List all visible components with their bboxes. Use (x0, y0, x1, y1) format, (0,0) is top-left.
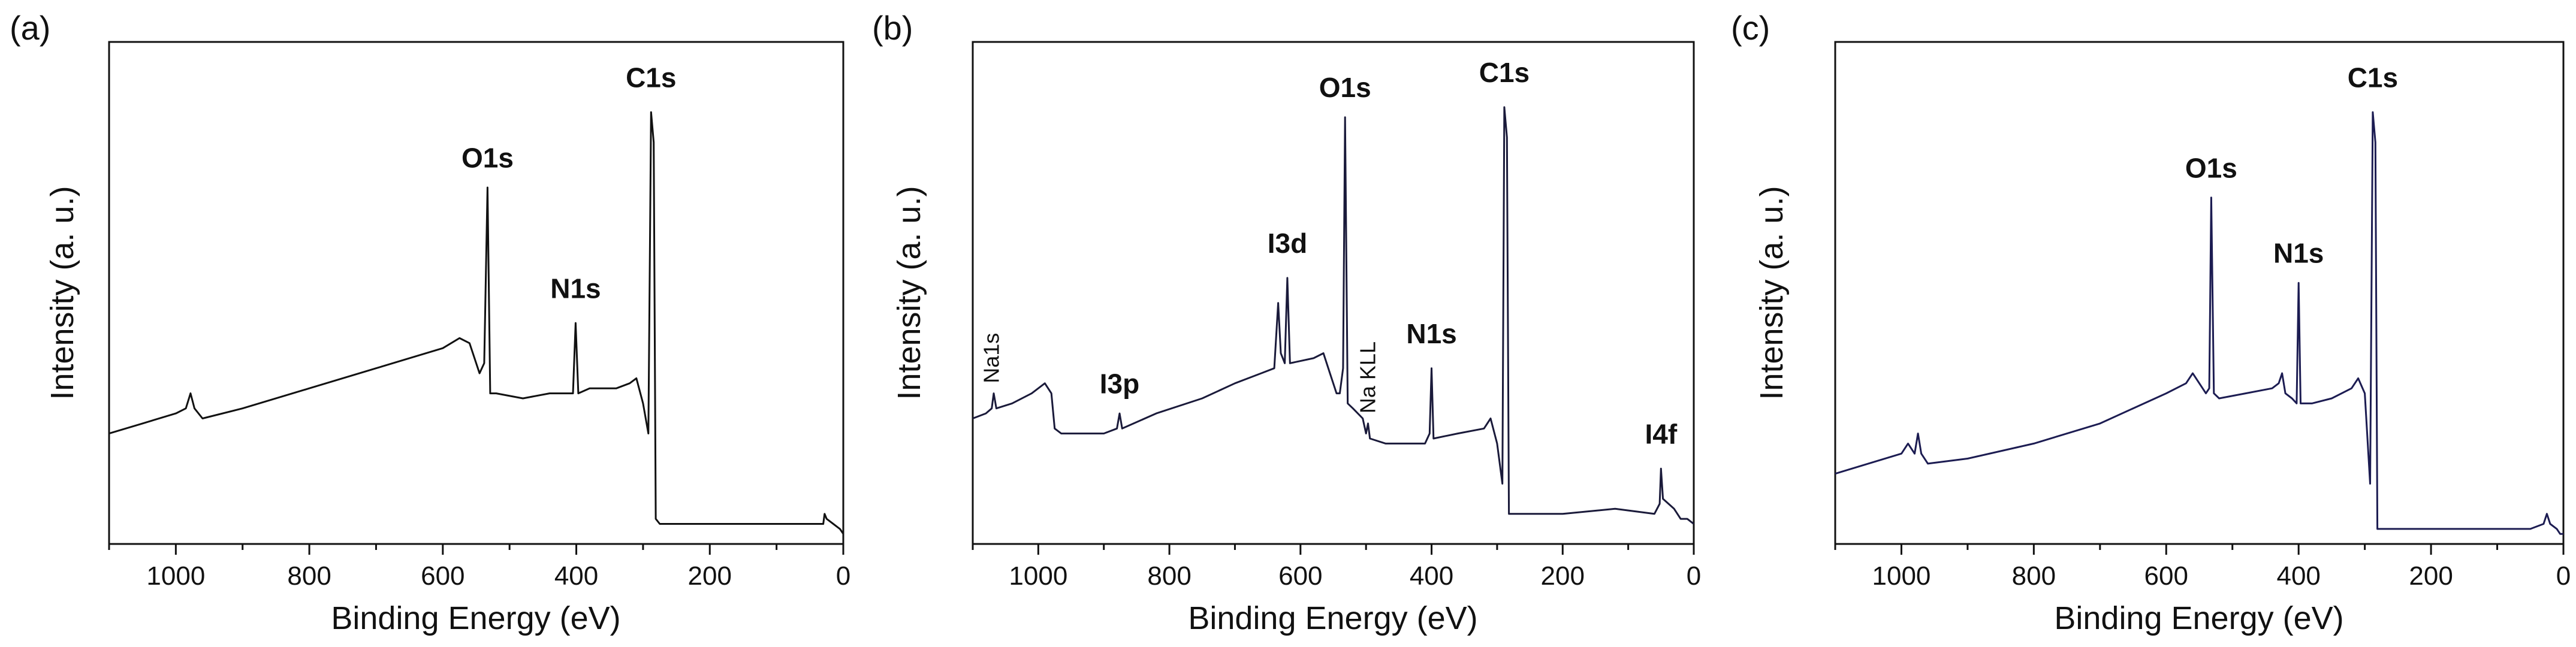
plot-frame (972, 41, 1695, 545)
x-tick-label: 600 (421, 561, 464, 591)
x-tick-label: 400 (554, 561, 598, 591)
x-tick-label: 200 (688, 561, 732, 591)
x-tick-label: 200 (1541, 561, 1585, 591)
panel-b: (b) 1000 800 600 400 200 0 C1s O1s I3d N1s I3p I4f N… (872, 9, 1701, 636)
spectrum-line (108, 111, 844, 535)
y-axis-title: Intensity (a. u.) (44, 186, 80, 400)
x-tick-label: 0 (1687, 561, 1701, 591)
x-tick-label: 800 (1147, 561, 1191, 591)
peak-label: I3d (1268, 228, 1307, 259)
peak-label: Na KLL (1356, 341, 1380, 413)
x-tick-label: 400 (1410, 561, 1453, 591)
x-tick-label: 600 (2144, 561, 2188, 591)
x-tick-label: 0 (836, 561, 850, 591)
peak-label: C1s (1479, 57, 1530, 88)
x-tick-label: 400 (2276, 561, 2320, 591)
chart-layer: 1000 800 600 400 200 0 C1s O1s N1s (1834, 62, 2571, 591)
x-tick-label: 1000 (1009, 561, 1067, 591)
peak-label: I3p (1100, 368, 1139, 400)
x-axis-title: Binding Energy (eV) (1188, 600, 1477, 636)
x-axis-title: Binding Energy (eV) (331, 600, 620, 636)
panel-label: (a) (10, 9, 50, 47)
panel-label: (b) (872, 9, 913, 47)
peak-label: C1s (626, 62, 676, 93)
spectrum-line (1835, 111, 2563, 535)
x-axis-title: Binding Energy (eV) (2054, 600, 2343, 636)
peak-label: I4f (1645, 418, 1677, 449)
x-tick-label: 200 (2409, 561, 2453, 591)
x-tick-label: 600 (1278, 561, 1322, 591)
x-tick-label: 800 (2012, 561, 2056, 591)
spectrum-line (972, 106, 1694, 525)
y-axis-title: Intensity (a. u.) (891, 186, 927, 400)
x-tick-label: 800 (287, 561, 331, 591)
chart-layer: 1000 800 600 400 200 0 C1s O1s N1s (108, 62, 850, 591)
peak-label: O1s (1319, 72, 1371, 103)
peak-label: N1s (550, 273, 601, 304)
x-tick-label: 0 (2556, 561, 2571, 591)
plot-frame (108, 41, 844, 545)
chart-layer: 1000 800 600 400 200 0 C1s O1s I3d N1s I3p I4f Na1s N… (972, 57, 1701, 591)
peak-label: N1s (1406, 318, 1456, 349)
peak-label: N1s (2273, 238, 2324, 269)
peak-label: Na1s (979, 333, 1004, 383)
panel-a: (a) 1000 800 600 400 200 0 C1s O1s N1s Binding E… (10, 9, 850, 636)
y-axis-title: Intensity (a. u.) (1754, 186, 1790, 400)
x-tick-label: 1000 (1872, 561, 1931, 591)
x-tick-label: 1000 (146, 561, 205, 591)
plot-frame (1834, 41, 2565, 545)
peak-label: C1s (2348, 62, 2398, 93)
panel-c: (c) 1000 800 600 400 200 0 C1s O1s N1s Binding E… (1731, 9, 2571, 636)
peak-label: O1s (461, 143, 514, 174)
panel-label: (c) (1731, 9, 1770, 47)
peak-label: O1s (2185, 152, 2237, 183)
